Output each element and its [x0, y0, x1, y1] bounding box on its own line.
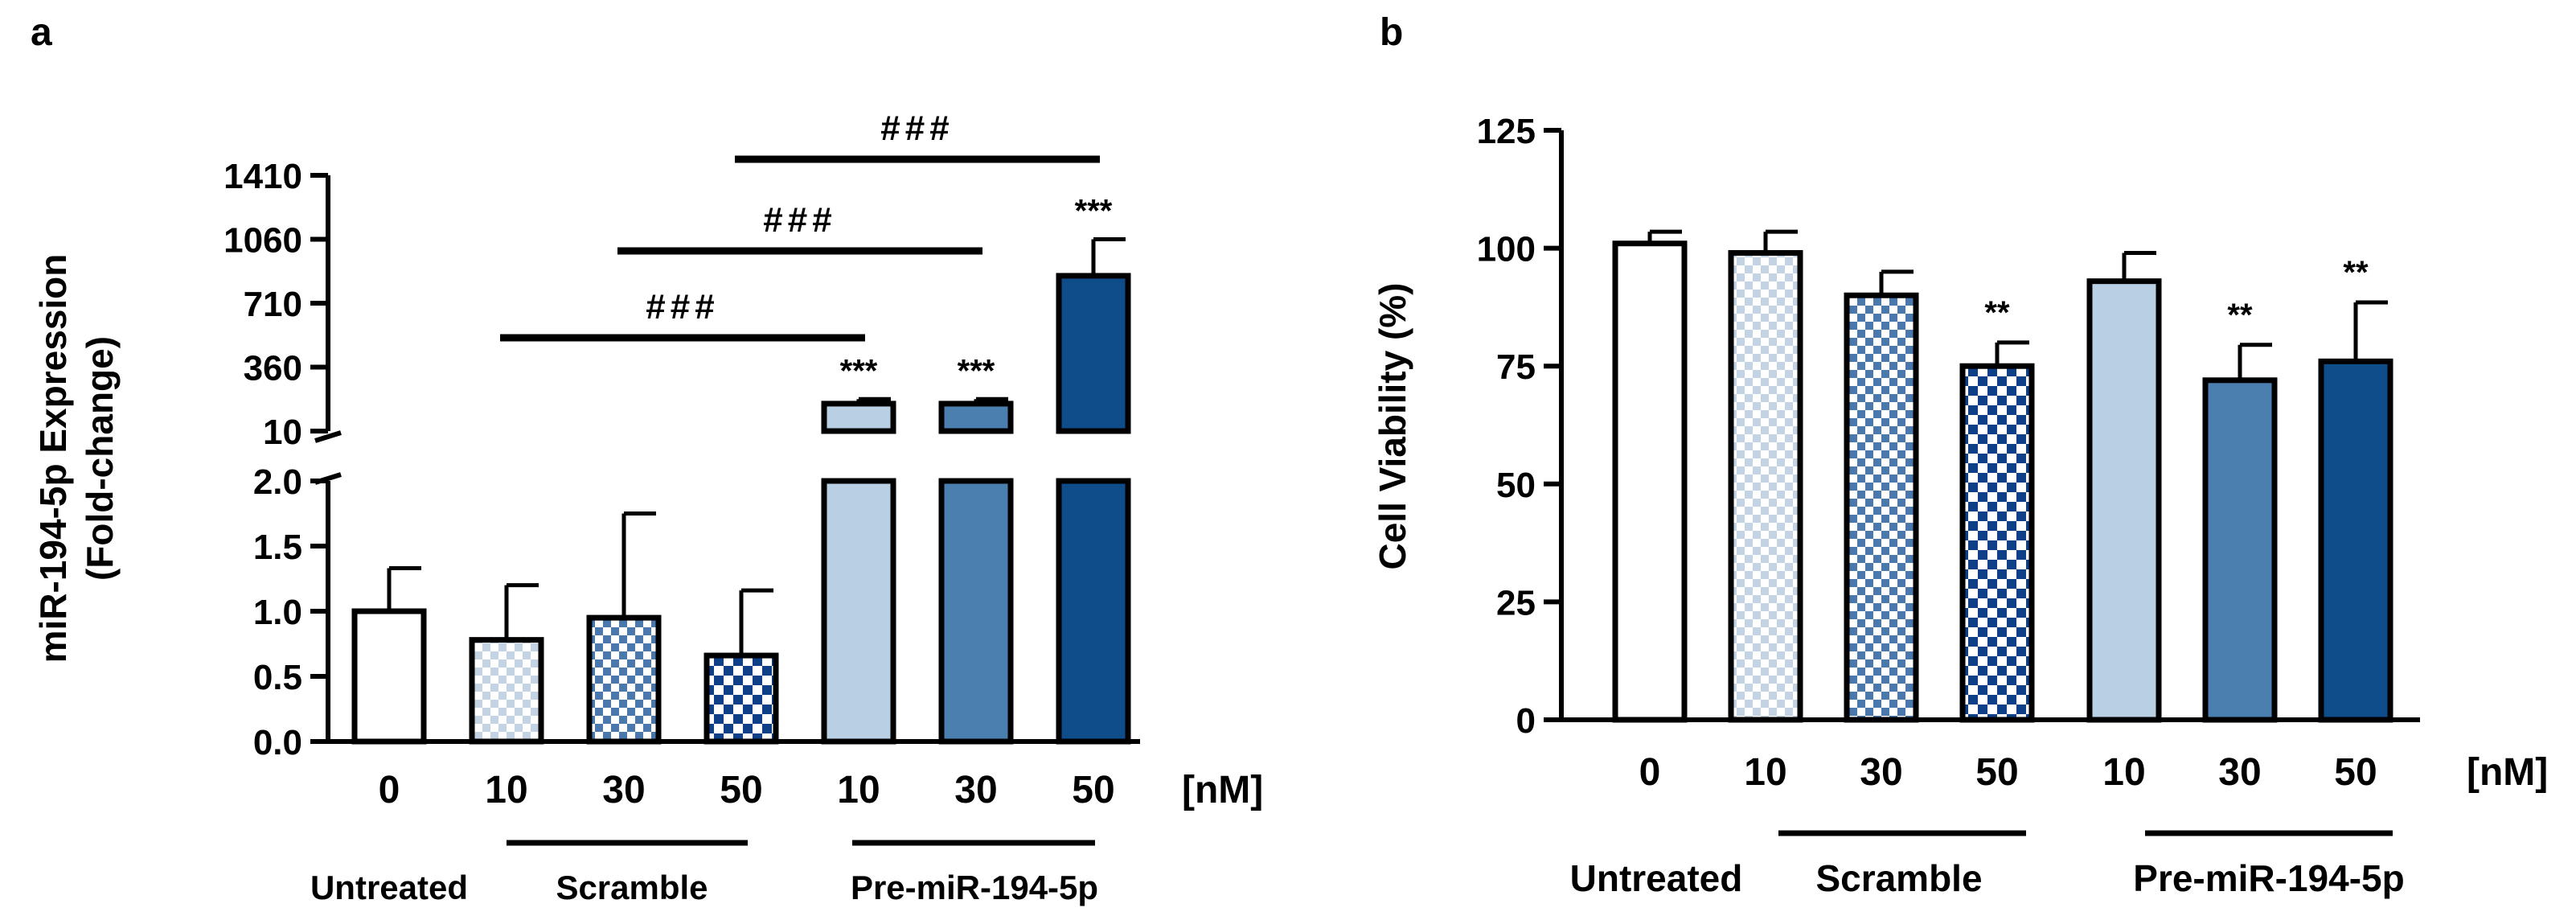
bar-a: [586, 614, 662, 745]
panel-label-a: a: [31, 11, 52, 54]
y-tick-label-a: 10: [263, 413, 302, 452]
group-label-a: Scramble: [556, 869, 708, 906]
bar-a: [351, 608, 427, 745]
bar-b: [2086, 278, 2162, 723]
y-tick-label-a: 1410: [224, 157, 302, 196]
bar-b: [1844, 292, 1919, 723]
bar-b: [1728, 249, 1803, 723]
chart-panel-b: Cell Viability (%) 0 25 50 75 100 125 ** ** ** 0 1…: [1372, 112, 2548, 899]
comparison-label-a: ###: [763, 200, 836, 240]
group-label-b: Untreated: [1570, 857, 1743, 899]
significance-label-b: **: [2343, 255, 2369, 290]
y-tick-label-b: 25: [1496, 583, 1536, 622]
x-tick-label-a: 50: [1072, 769, 1114, 811]
significance-label-a: ***: [1075, 194, 1113, 229]
y-axis-label-a-line1: miR-194-5p Expression: [32, 254, 74, 663]
bar-b: [1959, 363, 2035, 723]
panel-label-b: b: [1380, 11, 1403, 54]
y-tick-label-a: 1.0: [253, 593, 302, 632]
y-tick-label-a: 2.0: [253, 462, 302, 502]
chart-panel-a: miR-194-5p Expression (Fold-change) 0.0 0…: [32, 109, 1263, 906]
bar-b: [1612, 240, 1688, 723]
x-tick-label-b: 10: [1744, 751, 1786, 794]
unit-label-a: [nM]: [1182, 769, 1263, 811]
y-tick-label-a: 360: [244, 349, 302, 388]
significance-label-b: **: [1984, 295, 2010, 331]
x-tick-label-b: 10: [2102, 751, 2145, 794]
x-tick-label-b: 0: [1639, 751, 1661, 794]
group-label-b: Scramble: [1815, 857, 1982, 899]
y-tick-label-a: 0.5: [253, 658, 302, 697]
y-tick-label-a: 1060: [224, 221, 302, 261]
group-label-b: Pre-miR-194-5p: [2133, 857, 2404, 899]
group-label-a: Pre-miR-194-5p: [851, 869, 1098, 906]
y-tick-label-b: 100: [1477, 230, 1536, 269]
bar-b: [2202, 377, 2278, 723]
bar-a: [938, 478, 1014, 745]
significance-label-b: **: [2227, 298, 2253, 333]
bar-a: [821, 478, 896, 745]
x-tick-label-a: 30: [954, 769, 997, 811]
x-tick-label-b: 30: [1860, 751, 1902, 794]
comparison-label-a: ###: [646, 287, 719, 327]
axis-break-mark-a: [314, 472, 342, 485]
comparison-label-a: ###: [880, 109, 954, 148]
y-axis-label-a-line2: (Fold-change): [79, 336, 121, 581]
y-tick-label-b: 125: [1477, 112, 1536, 151]
axis-break-mark-a: [314, 430, 342, 443]
bar-b: [2318, 358, 2393, 723]
bar-a: [938, 401, 1014, 434]
significance-label-a: ***: [840, 353, 878, 388]
unit-label-b: [nM]: [2467, 751, 2548, 794]
bar-a: [821, 401, 896, 434]
y-tick-label-a: 710: [244, 285, 302, 324]
significance-label-a: ***: [958, 353, 995, 388]
x-tick-label-a: 0: [379, 769, 400, 811]
group-label-a: Untreated: [310, 869, 468, 906]
x-tick-label-a: 50: [720, 769, 762, 811]
axis-break-gap-a: [334, 436, 1146, 476]
y-tick-label-b: 75: [1496, 347, 1536, 387]
bar-a: [703, 652, 779, 745]
x-tick-label-b: 50: [1975, 751, 2018, 794]
y-tick-label-a: 1.5: [253, 528, 302, 567]
y-tick-label-b: 50: [1496, 466, 1536, 505]
x-tick-label-a: 10: [837, 769, 880, 811]
x-tick-label-a: 30: [602, 769, 645, 811]
y-tick-label-b: 0: [1516, 701, 1536, 741]
bar-a: [1056, 478, 1131, 745]
y-axis-label-b: Cell Viability (%): [1372, 282, 1413, 569]
x-tick-label-b: 50: [2334, 751, 2377, 794]
x-tick-label-b: 30: [2218, 751, 2261, 794]
x-tick-label-a: 10: [485, 769, 527, 811]
bar-a: [469, 637, 544, 745]
y-tick-label-a: 0.0: [253, 723, 302, 762]
bar-a: [1056, 273, 1131, 434]
